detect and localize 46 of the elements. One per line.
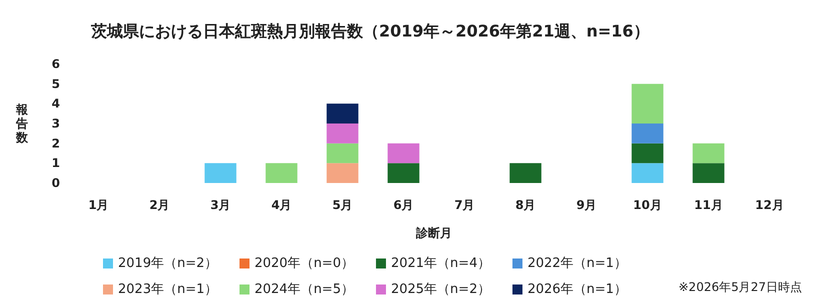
x-tick-label: 9月: [576, 198, 597, 212]
legend-label: 2025年（n=2）: [390, 282, 490, 297]
legend-label: 2022年（n=1）: [527, 256, 627, 271]
bar: [632, 84, 664, 124]
x-tick-label: 4月: [271, 198, 292, 212]
text: ※2026年5月27日時点: [678, 280, 802, 294]
legend-label: 2024年（n=5）: [254, 282, 354, 297]
bar: [632, 163, 664, 183]
bar: [510, 163, 542, 183]
bar: [266, 163, 298, 183]
bar: [632, 143, 664, 164]
bar: [326, 143, 358, 164]
bar: [388, 163, 420, 183]
bar: [692, 163, 724, 183]
bar: [632, 124, 664, 144]
bar: [326, 104, 358, 124]
bar: [692, 143, 724, 164]
x-tick-label: 5月: [332, 198, 353, 212]
x-tick-label: 6月: [393, 198, 414, 212]
x-tick-label: 8月: [515, 198, 536, 212]
x-tick-label: 11月: [694, 198, 723, 212]
y-tick-label: 6: [52, 57, 60, 71]
y-tick-label: 1: [52, 156, 60, 170]
x-tick-label: 10月: [633, 198, 662, 212]
legend-label: 2026年（n=1）: [527, 282, 627, 297]
legend-label: 2020年（n=0）: [254, 256, 354, 271]
x-axis-title: 診断月: [415, 226, 452, 240]
y-axis-title: 報告数: [15, 102, 29, 144]
y-tick-label: 0: [52, 176, 60, 190]
x-tick-label: 7月: [454, 198, 475, 212]
x-tick-label: 3月: [210, 198, 231, 212]
legend-label: 2023年（n=1）: [118, 282, 218, 297]
x-tick-label: 12月: [755, 198, 784, 212]
bar: [326, 124, 358, 144]
bar: [204, 163, 236, 183]
chart-title: 茨城県における日本紅斑熱月別報告数（2019年～2026年第21週、n=16）: [90, 22, 650, 40]
legend-label: 2019年（n=2）: [118, 256, 218, 271]
x-tick-label: 2月: [149, 198, 170, 212]
y-tick-label: 5: [52, 76, 60, 91]
y-tick-label: 3: [52, 116, 60, 130]
bar: [388, 143, 420, 164]
legend-label: 2021年（n=4）: [390, 256, 490, 271]
y-tick-label: 2: [52, 136, 60, 150]
y-tick-label: 4: [52, 96, 60, 111]
bar: [326, 163, 358, 183]
x-tick-label: 1月: [88, 198, 109, 212]
